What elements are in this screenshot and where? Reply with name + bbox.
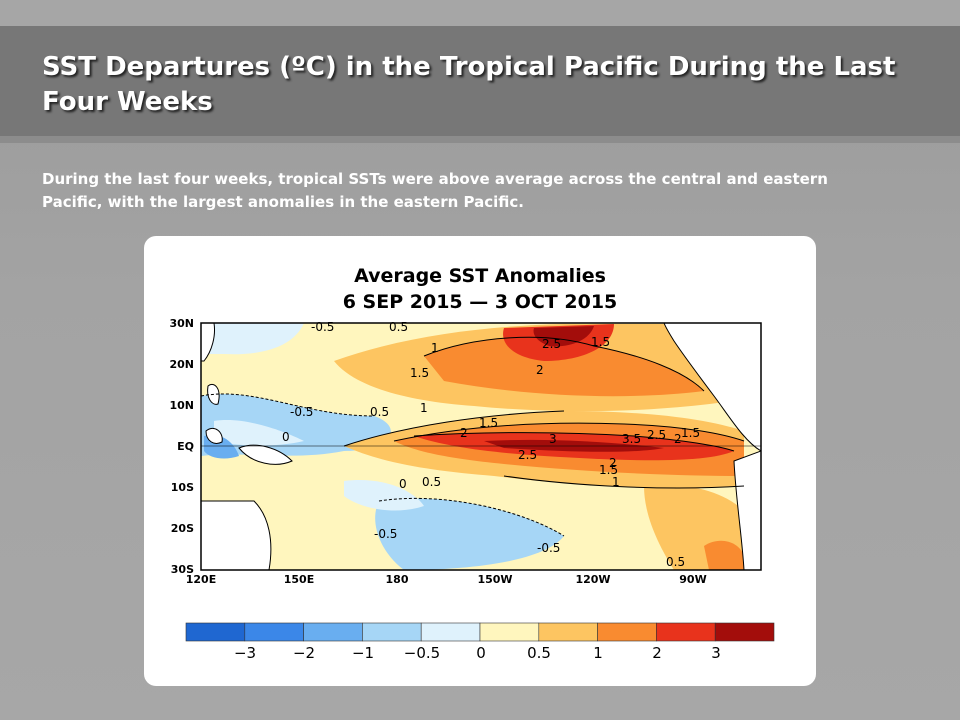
figure-date-range: 6 SEP 2015 — 3 OCT 2015 <box>343 291 618 313</box>
contour-line-negative <box>378 497 565 537</box>
contour-label: 3 <box>549 432 557 446</box>
land-south-america <box>733 450 761 570</box>
color-bar-tick-label: −3 <box>234 644 256 662</box>
land-borneo <box>205 427 223 444</box>
contour-label: 0.5 <box>389 320 408 334</box>
contour-label: 0 <box>399 477 407 491</box>
contour-label: 2.5 <box>518 448 537 462</box>
color-bar-tick-labels: −3 −2 −1 −0.5 0 0.5 1 2 3 <box>234 644 721 662</box>
color-bar-tick-label: −1 <box>352 644 374 662</box>
warm-anomaly-southeast-core <box>704 540 744 570</box>
lat-label: 30S <box>171 563 194 576</box>
slide-title: SST Departures (ºC) in the Tropical Paci… <box>42 52 896 117</box>
lon-label: 150E <box>284 573 314 586</box>
color-bar-tick-label: −0.5 <box>404 644 440 662</box>
contour-label: 1.5 <box>591 335 610 349</box>
contour-line <box>423 336 705 392</box>
figure-card: Average SST Anomalies 6 SEP 2015 — 3 OCT… <box>144 236 816 686</box>
lon-label: 120E <box>186 573 216 586</box>
contour-label: 2 <box>609 456 617 470</box>
color-bar-swatch <box>185 622 246 642</box>
contour-line <box>503 475 745 489</box>
contour-label: 3.5 <box>622 432 641 446</box>
lat-label: 20N <box>169 358 194 371</box>
color-bar-swatch <box>479 622 540 642</box>
contour-label: 0.5 <box>422 475 441 489</box>
land-new-guinea <box>238 444 293 465</box>
contour-label: 2.5 <box>542 337 561 351</box>
sst-anomaly-map-figure: Average SST Anomalies 6 SEP 2015 — 3 OCT… <box>169 265 775 662</box>
color-bar-swatch <box>597 622 657 642</box>
contour-label: 1 <box>612 475 620 489</box>
contour-label: 1 <box>431 341 439 355</box>
contour-label: 1.5 <box>599 463 618 477</box>
contour-label: 2 <box>460 426 468 440</box>
contour-labels: -0.5 0.5 1 1.5 2.5 1.5 2 -0.5 0.5 0 1 1.… <box>282 320 700 569</box>
contour-line-negative <box>201 393 375 417</box>
cool-anomaly-southwest <box>344 480 424 511</box>
top-strip <box>0 0 960 26</box>
latitude-labels: 30N 20N 10N EQ 10S 20S 30S <box>169 317 194 576</box>
hottest-anomaly-north <box>533 326 594 347</box>
contour-label: 2 <box>674 432 682 446</box>
contour-label: 2.5 <box>647 428 666 442</box>
contour-label: 0.5 <box>666 555 685 569</box>
color-bar-swatch <box>714 622 775 642</box>
contour-lines <box>343 336 745 489</box>
color-bar-swatch <box>362 622 422 642</box>
contour-label: -0.5 <box>374 527 397 541</box>
color-bar-tick-label: 3 <box>711 644 721 662</box>
lon-label: 90W <box>679 573 706 586</box>
contour-label: 1.5 <box>681 426 700 440</box>
color-bar-tick-label: 2 <box>652 644 662 662</box>
color-bar <box>185 622 775 642</box>
anomaly-map <box>201 323 761 570</box>
warm-anomaly-north-core <box>424 337 704 397</box>
color-bar-tick-label: 1 <box>593 644 603 662</box>
figure-title: Average SST Anomalies <box>354 265 606 287</box>
cool-anomaly-south <box>375 498 564 570</box>
lat-label: 10S <box>171 481 194 494</box>
contour-label: -0.5 <box>537 541 560 555</box>
lon-label: 120W <box>575 573 610 586</box>
contour-label: 1.5 <box>479 416 498 430</box>
land-asia <box>201 323 215 362</box>
cool-anomaly-northwest <box>201 323 304 355</box>
longitude-labels: 120E 150E 180 150W 120W 90W <box>186 573 707 586</box>
slide-body-text: During the last four weeks, tropical SST… <box>42 170 828 211</box>
color-bar-swatch <box>538 622 598 642</box>
contour-line <box>343 410 565 447</box>
color-bar-tick-label: 0 <box>476 644 486 662</box>
negative-contour-lines <box>201 393 565 537</box>
color-bar-swatch <box>656 622 716 642</box>
color-bar-swatch <box>244 622 304 642</box>
contour-label: -0.5 <box>311 320 334 334</box>
contour-label: -0.5 <box>290 405 313 419</box>
contour-label: 0.5 <box>370 405 389 419</box>
map-frame <box>200 322 762 571</box>
contour-line <box>393 422 745 442</box>
color-bar-tick-label: −2 <box>293 644 315 662</box>
color-bar-swatch <box>420 622 481 642</box>
lat-label: 10N <box>169 399 194 412</box>
contour-label: 1 <box>420 401 428 415</box>
cool-anomaly-west-core <box>214 420 304 446</box>
contour-label: 2 <box>536 363 544 377</box>
lat-label: EQ <box>177 440 194 453</box>
lat-label: 30N <box>169 317 194 330</box>
contour-label: 0 <box>282 430 290 444</box>
lat-label: 20S <box>171 522 194 535</box>
color-bar-tick-label: 0.5 <box>527 644 551 662</box>
contour-label: 1.5 <box>410 366 429 380</box>
lon-label: 180 <box>386 573 409 586</box>
title-bar <box>0 26 960 143</box>
lon-label: 150W <box>477 573 512 586</box>
land-americas-north <box>663 323 761 452</box>
color-bar-swatch <box>303 622 363 642</box>
land-australia <box>201 500 272 570</box>
contour-line <box>413 432 735 452</box>
